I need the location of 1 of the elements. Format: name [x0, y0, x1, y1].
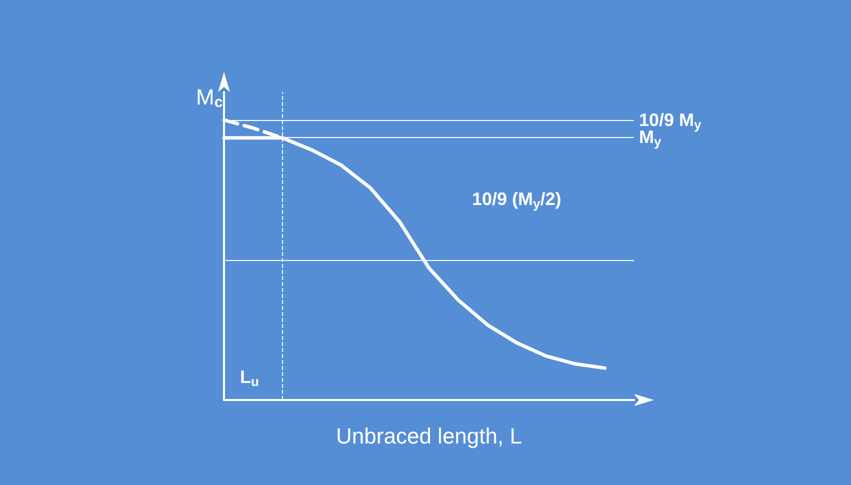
x-axis-title: Unbraced length, L — [336, 424, 522, 448]
